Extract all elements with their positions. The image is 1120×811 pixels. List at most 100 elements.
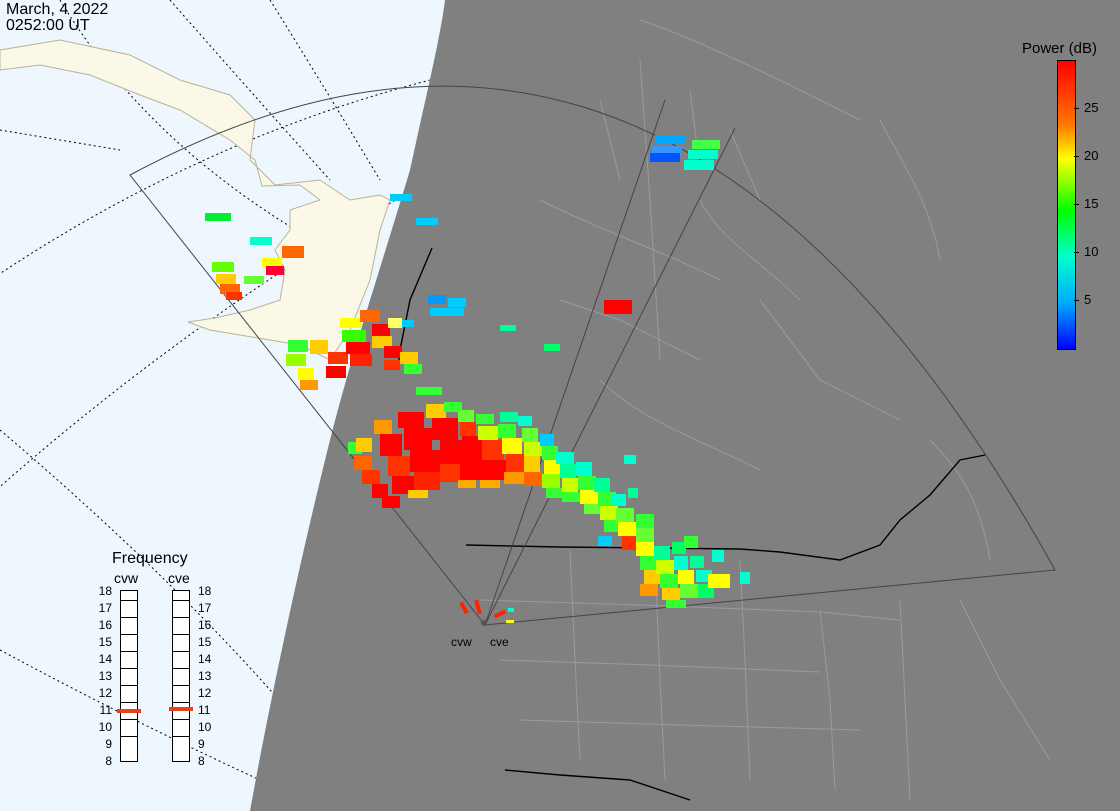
backscatter-cell <box>692 140 720 149</box>
backscatter-cell <box>458 480 476 488</box>
radar-site-marker <box>481 620 487 626</box>
backscatter-cell <box>622 536 638 550</box>
backscatter-cell <box>684 160 714 170</box>
backscatter-cell <box>636 528 654 542</box>
backscatter-cell <box>690 556 704 568</box>
frequency-scale-label: 14 <box>198 652 212 666</box>
selected-frequency-marker-cve <box>169 707 193 711</box>
backscatter-cell <box>680 584 698 598</box>
selected-frequency-marker-cvw <box>117 708 141 713</box>
backscatter-cell <box>384 360 400 370</box>
backscatter-cell <box>328 352 348 364</box>
backscatter-cell <box>286 354 306 366</box>
backscatter-cell <box>506 454 524 472</box>
backscatter-cell <box>460 422 476 436</box>
backscatter-cell <box>482 440 504 460</box>
backscatter-cell <box>498 424 516 438</box>
backscatter-cell <box>346 342 370 354</box>
frequency-box-cvw <box>120 590 138 762</box>
backscatter-cell <box>476 414 494 424</box>
frequency-scale-label: 8 <box>198 754 205 768</box>
frequency-scale-label: 13 <box>198 669 212 683</box>
backscatter-cell <box>388 318 402 328</box>
colorbar-tick-mark <box>1074 252 1079 253</box>
frequency-scale-label: 11 <box>99 703 112 717</box>
backscatter-cell <box>560 464 576 478</box>
backscatter-cell <box>404 428 432 450</box>
backscatter-cell <box>636 542 654 556</box>
backscatter-cell <box>500 412 518 422</box>
backscatter-cell <box>205 213 231 221</box>
colorbar-tick-label: 20 <box>1084 148 1099 163</box>
backscatter-cell <box>540 434 554 446</box>
backscatter-cell <box>628 488 638 498</box>
backscatter-cell <box>372 484 388 498</box>
backscatter-cell <box>384 346 402 358</box>
backscatter-cell <box>428 295 446 304</box>
backscatter-cell <box>542 474 560 488</box>
backscatter-cell <box>414 472 440 490</box>
frequency-scale-label: 17 <box>98 601 112 615</box>
backscatter-cell <box>562 492 580 502</box>
frequency-scale-label: 14 <box>98 652 112 666</box>
frequency-cell-divider <box>173 719 189 735</box>
backscatter-cell <box>408 490 428 498</box>
backscatter-cell <box>508 608 514 612</box>
backscatter-cell <box>546 488 564 498</box>
backscatter-cell <box>310 340 328 354</box>
frequency-cell-divider <box>121 600 137 616</box>
backscatter-cell <box>326 366 346 378</box>
backscatter-cell <box>400 352 418 364</box>
backscatter-cell <box>524 472 542 486</box>
frequency-cell-divider <box>121 719 137 735</box>
colorbar-tick-mark <box>1074 204 1079 205</box>
backscatter-cell <box>262 258 282 268</box>
backscatter-cell <box>244 276 264 284</box>
backscatter-cell <box>402 320 414 327</box>
colorbar-tick-label: 15 <box>1084 196 1099 211</box>
backscatter-cell <box>640 556 658 570</box>
date-label: March, 4 2022 <box>6 1 109 18</box>
frequency-scale-label: 18 <box>98 584 112 598</box>
frequency-scale-label: 18 <box>198 584 212 598</box>
backscatter-cell <box>459 601 469 615</box>
frequency-cell-divider <box>173 668 189 684</box>
backscatter-cell <box>426 404 446 418</box>
site-label-cvw: cvw <box>451 635 472 649</box>
backscatter-cell <box>604 520 620 532</box>
radar-sites: cvw cve <box>451 620 509 649</box>
backscatter-cell <box>288 340 308 352</box>
backscatter-cell <box>562 478 578 492</box>
backscatter-cell <box>430 308 464 316</box>
backscatter-cell <box>282 246 304 258</box>
backscatter-cell <box>474 599 482 615</box>
frequency-cell-divider <box>173 617 189 633</box>
frequency-cell-divider <box>121 668 137 684</box>
backscatter-cell <box>708 574 730 588</box>
backscatter-cell <box>612 494 626 506</box>
backscatter-cell <box>298 368 314 380</box>
backscatter-cell <box>616 508 634 522</box>
backscatter-cell <box>580 490 598 504</box>
frequency-title: Frequency <box>112 550 188 567</box>
backscatter-cell <box>666 600 686 608</box>
frequency-cell-divider <box>173 651 189 667</box>
backscatter-cell <box>506 620 514 623</box>
backscatter-cell <box>656 560 674 574</box>
backscatter-cell <box>600 506 618 520</box>
backscatter-cell <box>672 542 686 554</box>
frequency-cell-divider <box>121 634 137 650</box>
backscatter-cell <box>388 456 410 476</box>
frequency-scale-label: 12 <box>98 686 112 700</box>
backscatter-cell <box>410 450 440 472</box>
backscatter-cell <box>636 514 654 528</box>
alaska-landmass <box>0 39 391 361</box>
colorbar-tick-label: 25 <box>1084 100 1099 115</box>
backscatter-cell <box>684 536 698 548</box>
backscatter-cell <box>688 150 718 159</box>
state-province-boundaries <box>479 19 1051 801</box>
frequency-cell-divider <box>173 736 189 752</box>
backscatter-cell <box>362 470 380 484</box>
radar-fov-outline <box>129 85 1056 626</box>
